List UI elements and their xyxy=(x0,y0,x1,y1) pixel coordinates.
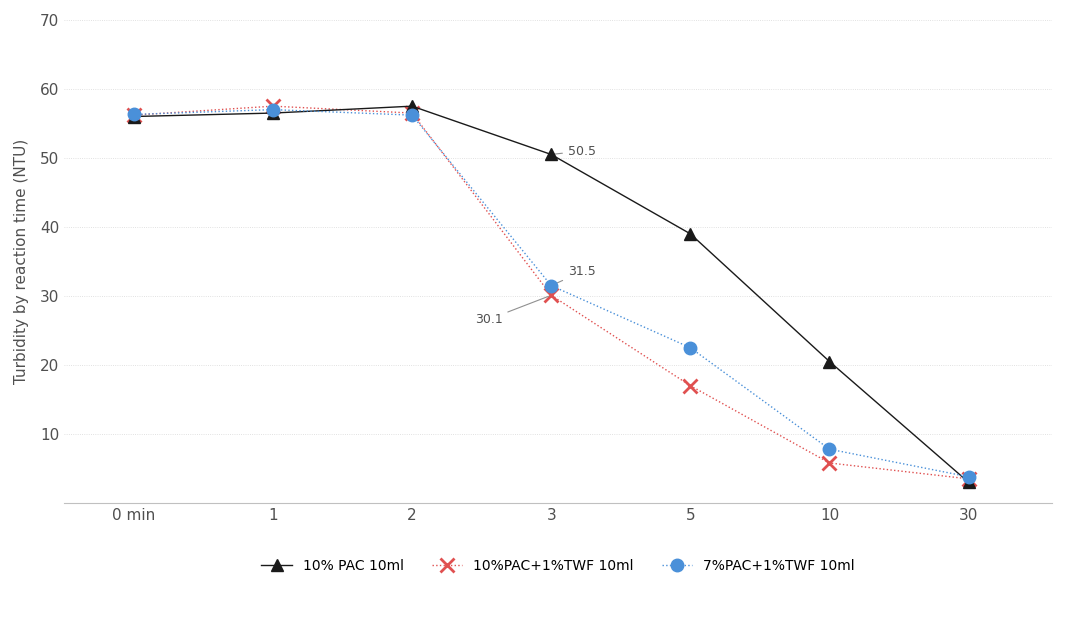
10% PAC 10ml xyxy=(128,113,141,120)
10% PAC 10ml xyxy=(406,102,419,110)
10% PAC 10ml xyxy=(545,150,558,158)
10% PAC 10ml xyxy=(266,109,279,117)
7%PAC+1%TWF 10ml xyxy=(128,111,141,118)
7%PAC+1%TWF 10ml xyxy=(545,282,558,289)
Text: 50.5: 50.5 xyxy=(554,145,596,157)
7%PAC+1%TWF 10ml xyxy=(266,106,279,113)
7%PAC+1%TWF 10ml xyxy=(963,473,975,481)
10%PAC+1%TWF 10ml xyxy=(823,459,836,467)
10%PAC+1%TWF 10ml xyxy=(128,111,141,119)
10%PAC+1%TWF 10ml xyxy=(963,475,975,483)
10% PAC 10ml xyxy=(684,230,697,237)
7%PAC+1%TWF 10ml xyxy=(406,111,419,119)
10%PAC+1%TWF 10ml xyxy=(684,382,697,390)
Text: 30.1: 30.1 xyxy=(474,296,549,326)
Line: 10%PAC+1%TWF 10ml: 10%PAC+1%TWF 10ml xyxy=(127,99,975,486)
7%PAC+1%TWF 10ml xyxy=(684,344,697,351)
Text: 31.5: 31.5 xyxy=(553,266,596,284)
Y-axis label: Turbidity by reaction time (NTU): Turbidity by reaction time (NTU) xyxy=(14,139,29,384)
Legend: 10% PAC 10ml, 10%PAC+1%TWF 10ml, 7%PAC+1%TWF 10ml: 10% PAC 10ml, 10%PAC+1%TWF 10ml, 7%PAC+1… xyxy=(261,559,855,573)
10% PAC 10ml xyxy=(823,358,836,365)
Line: 7%PAC+1%TWF 10ml: 7%PAC+1%TWF 10ml xyxy=(128,104,975,483)
10%PAC+1%TWF 10ml xyxy=(406,109,419,117)
10%PAC+1%TWF 10ml xyxy=(266,102,279,110)
7%PAC+1%TWF 10ml xyxy=(823,445,836,453)
10% PAC 10ml xyxy=(963,479,975,486)
10%PAC+1%TWF 10ml xyxy=(545,291,558,299)
Line: 10% PAC 10ml: 10% PAC 10ml xyxy=(128,100,975,488)
